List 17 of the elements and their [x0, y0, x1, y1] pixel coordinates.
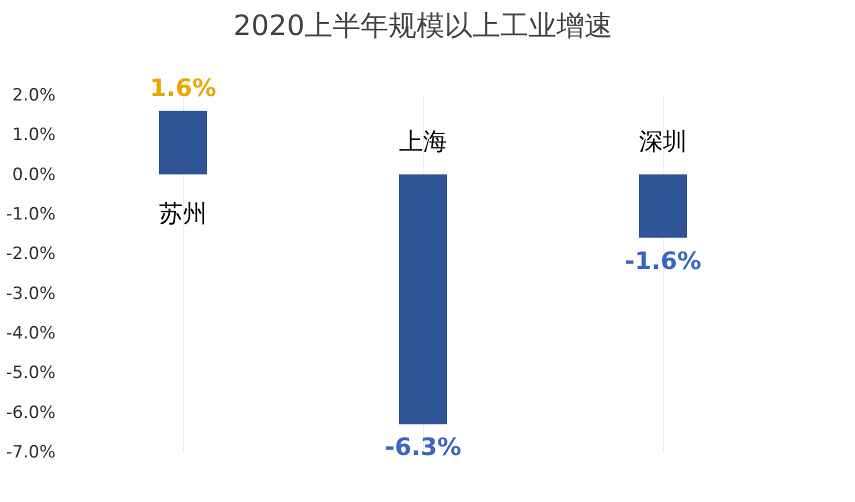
data-label: -6.3% [384, 433, 462, 462]
y-tick-label: 2.0% [12, 86, 56, 106]
x-tick-label: 深圳 [639, 127, 687, 156]
x-tick-label: 上海 [399, 127, 447, 156]
y-tick-label: -4.0% [6, 324, 56, 344]
y-tick-label: -2.0% [6, 244, 56, 264]
y-tick-label: -7.0% [6, 442, 56, 462]
y-tick-label: 1.0% [12, 125, 56, 146]
y-tick-label: -3.0% [6, 284, 56, 304]
y-tick-label: -6.0% [6, 402, 56, 423]
y-tick-label: -1.0% [6, 204, 56, 224]
data-label: -1.6% [624, 246, 702, 275]
y-tick-label: 0.0% [12, 164, 56, 185]
x-tick-label: 苏州 [159, 199, 207, 228]
y-tick-label: -5.0% [6, 363, 56, 384]
chart-title: 2020上半年规模以上工业增速 [233, 8, 613, 42]
data-label: 1.6% [150, 74, 216, 102]
